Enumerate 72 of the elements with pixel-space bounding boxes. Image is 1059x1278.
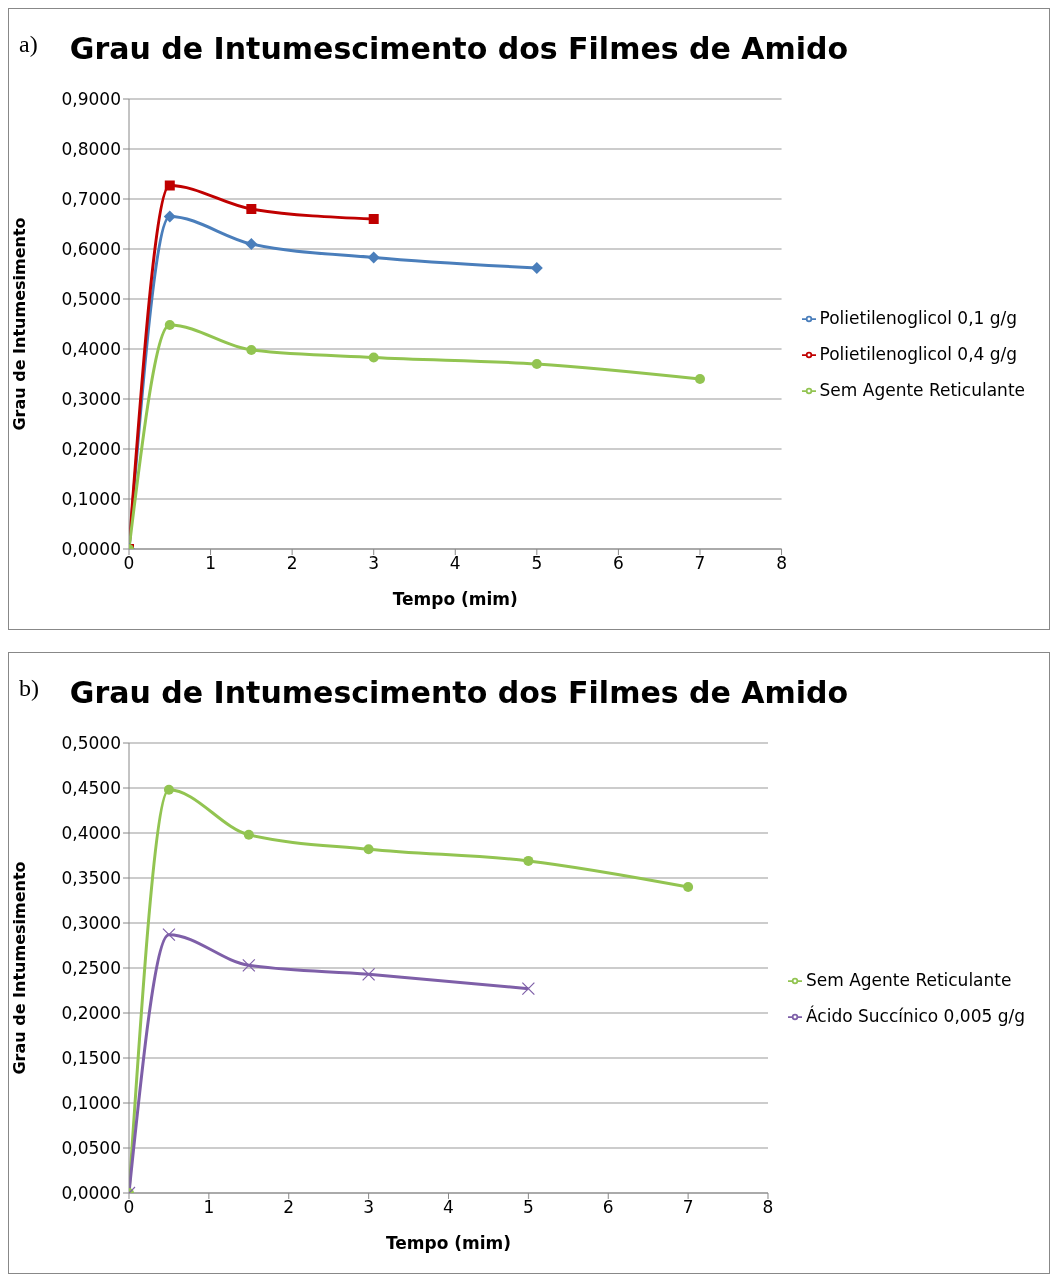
x-tick-label: 6 [613,553,624,574]
point [246,345,257,355]
legend-label: Polietilenoglicol 0,1 g/g [819,308,1018,328]
text: b) [19,675,39,701]
legend-label: Sem Agente Reticulante [819,380,1025,400]
x-tick-label: 6 [602,1197,614,1218]
point [363,844,374,855]
x-tick-label: 8 [776,553,787,574]
x-tick-label: 0 [123,1197,135,1218]
y-tick-label: 0,4000 [61,339,121,360]
x-tick-label: 7 [694,553,706,574]
y-tick-label: 0,9000 [61,89,121,110]
y-tick-label: 0,2000 [61,1003,121,1024]
y-tick-label: 0,8000 [61,139,121,160]
x-tick-label: 2 [286,553,298,574]
chart-title: Grau de Intumescimento dos Filmes de Amido [69,675,849,710]
x-tick-label: 8 [762,1197,774,1218]
point [163,784,174,795]
x-tick-label: 0 [123,553,135,574]
legend-label: Polietilenoglicol 0,4 g/g [819,344,1018,364]
y-tick-label: 0,3000 [61,913,121,934]
x-tick-label: 1 [205,553,216,574]
legend-label: Ácido Succínico 0,005 g/g [805,1006,1025,1026]
point [164,180,175,191]
x-tick-label: 5 [531,553,543,574]
y-tick-label: 0,1500 [61,1048,121,1069]
point [683,882,694,892]
point [245,238,258,250]
y-tick-label: 0,5000 [61,289,121,310]
x-axis-title: Tempo (mim) [392,589,518,609]
point [162,928,176,942]
point [367,251,380,264]
point [242,958,256,972]
y-tick-label: 0,3500 [61,868,121,889]
x-tick-label: 4 [449,553,461,574]
y-tick-label: 0,2500 [61,958,121,979]
x-tick-label: 1 [203,1197,215,1218]
y-tick-label: 0,4000 [61,823,121,844]
point [246,204,257,214]
x-tick-label: 5 [522,1197,534,1218]
x-axis-title: Tempo (mim) [385,1233,512,1253]
y-tick-label: 0,6000 [61,239,121,260]
x-tick-label: 3 [363,1197,375,1218]
x-tick-label: 3 [368,553,380,574]
point [243,829,254,840]
legend-label: Sem Agente Reticulante [805,970,1012,990]
y-axis-title: Grau de Intumesimento [9,217,29,431]
text: a) [19,31,38,57]
y-tick-label: 0,2000 [61,439,121,460]
y-tick-label: 0,5000 [61,733,121,754]
y-axis-title: Grau de Intumesimento [9,861,29,1075]
point [531,359,542,369]
y-tick-label: 0,7000 [61,189,121,210]
chart-title: Grau de Intumescimento dos Filmes de Amido [69,31,849,66]
point [362,967,376,981]
point [164,320,175,330]
point [523,855,534,866]
y-tick-label: 0,1000 [61,1093,121,1114]
point [163,210,176,223]
y-tick-label: 0,0000 [61,1183,121,1204]
y-tick-label: 0,0500 [61,1138,121,1159]
point [368,352,379,363]
y-tick-label: 0,1000 [61,489,121,510]
x-tick-label: 2 [283,1197,295,1218]
point [368,214,379,224]
x-tick-label: 7 [682,1197,694,1218]
y-tick-label: 0,3000 [61,389,121,410]
point [521,982,535,996]
point [694,374,705,384]
y-tick-label: 0,4500 [61,778,121,799]
y-tick-label: 0,0000 [61,539,121,560]
x-tick-label: 4 [443,1197,454,1218]
